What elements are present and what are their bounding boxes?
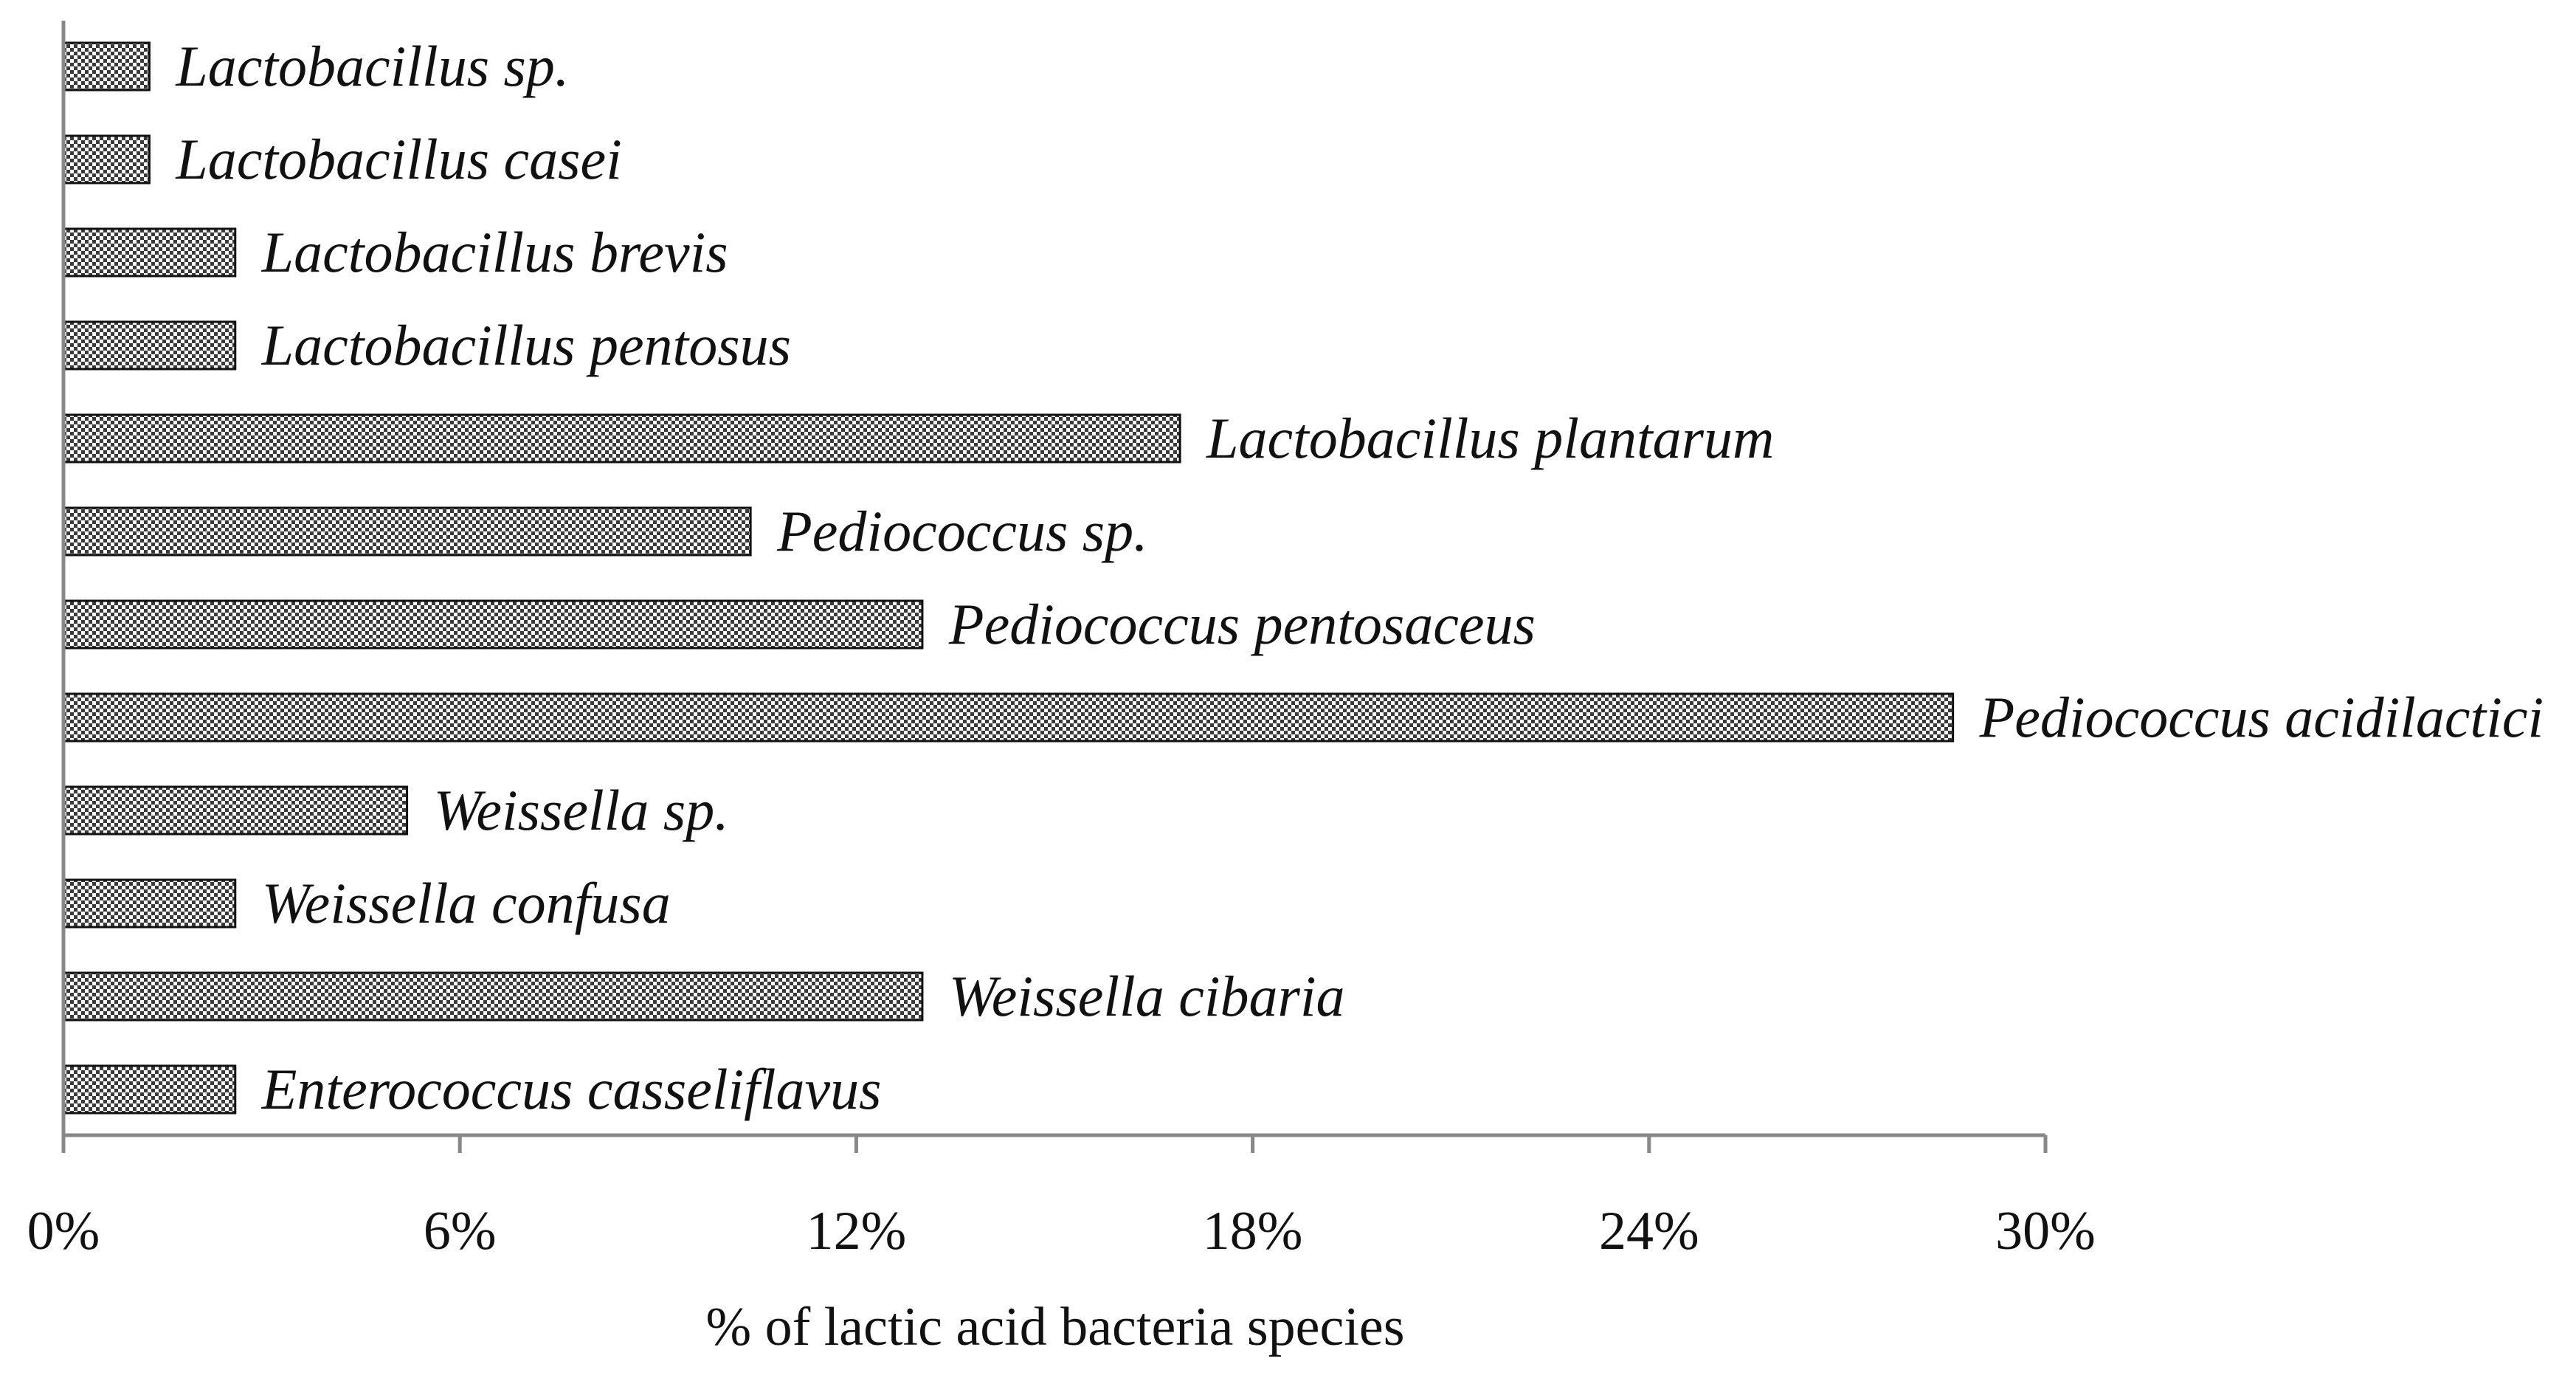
bar	[62, 599, 924, 650]
bar	[62, 413, 1181, 464]
bar	[62, 878, 237, 929]
bar	[62, 785, 409, 836]
bar	[62, 506, 752, 557]
bar-label: Weissella confusa	[262, 871, 671, 935]
x-tick-label: 0%	[27, 1201, 100, 1261]
bar	[62, 41, 151, 92]
x-axis-title: % of lactic acid bacteria species	[705, 1297, 1404, 1357]
bar-label: Lactobacillus plantarum	[1206, 406, 1774, 470]
bar-label: Lactobacillus pentosus	[261, 313, 791, 377]
axes	[61, 21, 2045, 1137]
bar	[62, 320, 237, 371]
bar	[62, 227, 237, 278]
bars	[62, 41, 1955, 1115]
bar-label: Lactobacillus casei	[175, 127, 621, 191]
x-tick-label: 30%	[1995, 1201, 2096, 1261]
bar-labels: Lactobacillus sp. Lactobacillus casei Lact…	[175, 34, 2544, 1121]
bar	[62, 971, 924, 1022]
x-tick-label: 12%	[807, 1201, 907, 1261]
bar-label: Weissella sp.	[434, 778, 729, 842]
x-tick-label: 24%	[1599, 1201, 1699, 1261]
bar-label: Pediococcus pentosaceus	[948, 592, 1536, 656]
bar-label: Pediococcus sp.	[776, 499, 1148, 563]
bar	[62, 692, 1955, 743]
x-tick-label: 6%	[424, 1201, 497, 1261]
bar-label: Lactobacillus brevis	[261, 220, 728, 284]
bar-label: Lactobacillus sp.	[175, 34, 569, 98]
bar-label: Enterococcus casseliflavus	[261, 1057, 882, 1121]
bar-label: Weissella cibaria	[949, 964, 1345, 1028]
bar-label: Pediococcus acidilactici	[1979, 685, 2544, 749]
bar	[62, 1064, 237, 1115]
bar	[62, 134, 151, 185]
x-ticks: 0% 6% 12% 18% 24% 30%	[27, 1135, 2096, 1261]
x-tick-label: 18%	[1203, 1201, 1303, 1261]
